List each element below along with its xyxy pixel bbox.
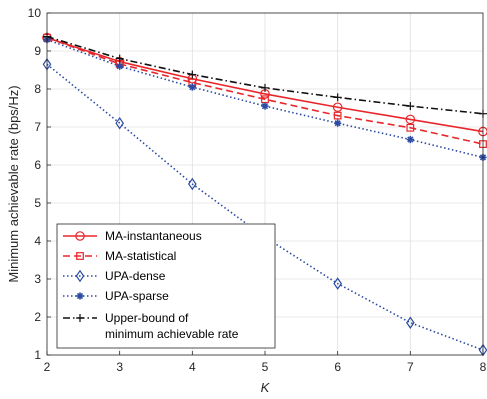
data-point bbox=[115, 54, 124, 63]
x-tick-label: 6 bbox=[334, 360, 341, 374]
data-point bbox=[333, 93, 342, 102]
legend-marker bbox=[76, 252, 84, 260]
legend-box bbox=[56, 223, 276, 349]
legend-label: UPA-sparse bbox=[105, 289, 169, 303]
y-tick-label: 9 bbox=[34, 44, 41, 58]
x-tick-label: 5 bbox=[262, 360, 269, 374]
y-axis-label: Minimum achievable rate (bps/Hz) bbox=[6, 85, 21, 282]
data-point bbox=[332, 102, 343, 113]
y-tick-label: 6 bbox=[34, 158, 41, 172]
y-axis-ticks: 1 2 3 4 5 6 7 8 9 10 bbox=[28, 6, 51, 362]
legend-item: MA-statistical bbox=[63, 249, 176, 263]
x-axis-ticks: 2 3 4 5 6 7 8 bbox=[44, 351, 487, 374]
x-tick-label: 3 bbox=[116, 360, 123, 374]
y-tick-label: 4 bbox=[34, 234, 41, 248]
legend: MA-instantaneous MA-statistical UPA-dense U… bbox=[56, 223, 276, 349]
data-point bbox=[188, 177, 197, 191]
legend-label: MA-statistical bbox=[105, 249, 176, 263]
data-point bbox=[188, 70, 197, 79]
x-tick-label: 7 bbox=[407, 360, 414, 374]
legend-label: UPA-dense bbox=[105, 269, 166, 283]
data-point bbox=[406, 316, 415, 329]
data-point bbox=[115, 116, 124, 130]
x-tick-label: 4 bbox=[189, 360, 196, 374]
legend-item: UPA-sparse bbox=[63, 289, 169, 303]
legend-item: Upper-bound of minimum achievable rate bbox=[63, 311, 239, 341]
legend-marker bbox=[75, 269, 85, 283]
legend-label: minimum achievable rate bbox=[105, 327, 239, 341]
data-point bbox=[406, 123, 415, 132]
y-tick-label: 7 bbox=[34, 120, 41, 134]
legend-marker bbox=[76, 292, 84, 300]
data-point bbox=[261, 83, 269, 92]
x-axis-label: K bbox=[261, 380, 271, 395]
y-tick-label: 2 bbox=[34, 310, 41, 324]
legend-item: MA-instantaneous bbox=[63, 229, 202, 243]
y-tick-label: 10 bbox=[28, 6, 42, 20]
y-tick-label: 8 bbox=[34, 82, 41, 96]
legend-label: MA-instantaneous bbox=[105, 229, 202, 243]
data-point bbox=[188, 83, 196, 91]
legend-marker bbox=[76, 314, 84, 322]
data-point bbox=[261, 102, 269, 110]
x-tick-label: 8 bbox=[480, 360, 487, 374]
data-point bbox=[333, 111, 342, 120]
data-point bbox=[406, 135, 414, 144]
legend-label: Upper-bound of bbox=[105, 311, 189, 325]
legend-marker bbox=[75, 231, 85, 241]
series-upper-bound-of-minimum-achievable-rate bbox=[43, 32, 487, 118]
legend-item: UPA-dense bbox=[63, 269, 166, 283]
y-tick-label: 5 bbox=[34, 196, 41, 210]
data-point bbox=[406, 102, 415, 111]
x-tick-label: 2 bbox=[44, 360, 51, 374]
data-point bbox=[116, 62, 124, 70]
data-point bbox=[333, 277, 342, 290]
y-tick-label: 3 bbox=[34, 272, 41, 286]
data-point bbox=[334, 119, 342, 127]
y-tick-label: 1 bbox=[34, 348, 41, 362]
data-point bbox=[405, 114, 416, 125]
